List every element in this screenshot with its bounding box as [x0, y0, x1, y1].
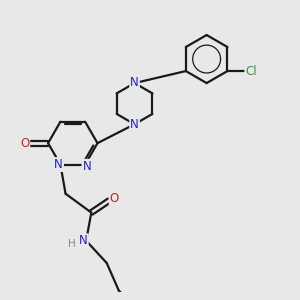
Text: N: N — [130, 76, 139, 89]
Text: Cl: Cl — [245, 64, 257, 78]
Text: N: N — [79, 234, 88, 247]
Text: N: N — [54, 158, 63, 171]
Text: N: N — [130, 118, 139, 131]
Text: O: O — [20, 136, 29, 150]
Text: O: O — [110, 192, 119, 206]
Text: N: N — [82, 160, 91, 173]
Text: H: H — [68, 239, 76, 249]
